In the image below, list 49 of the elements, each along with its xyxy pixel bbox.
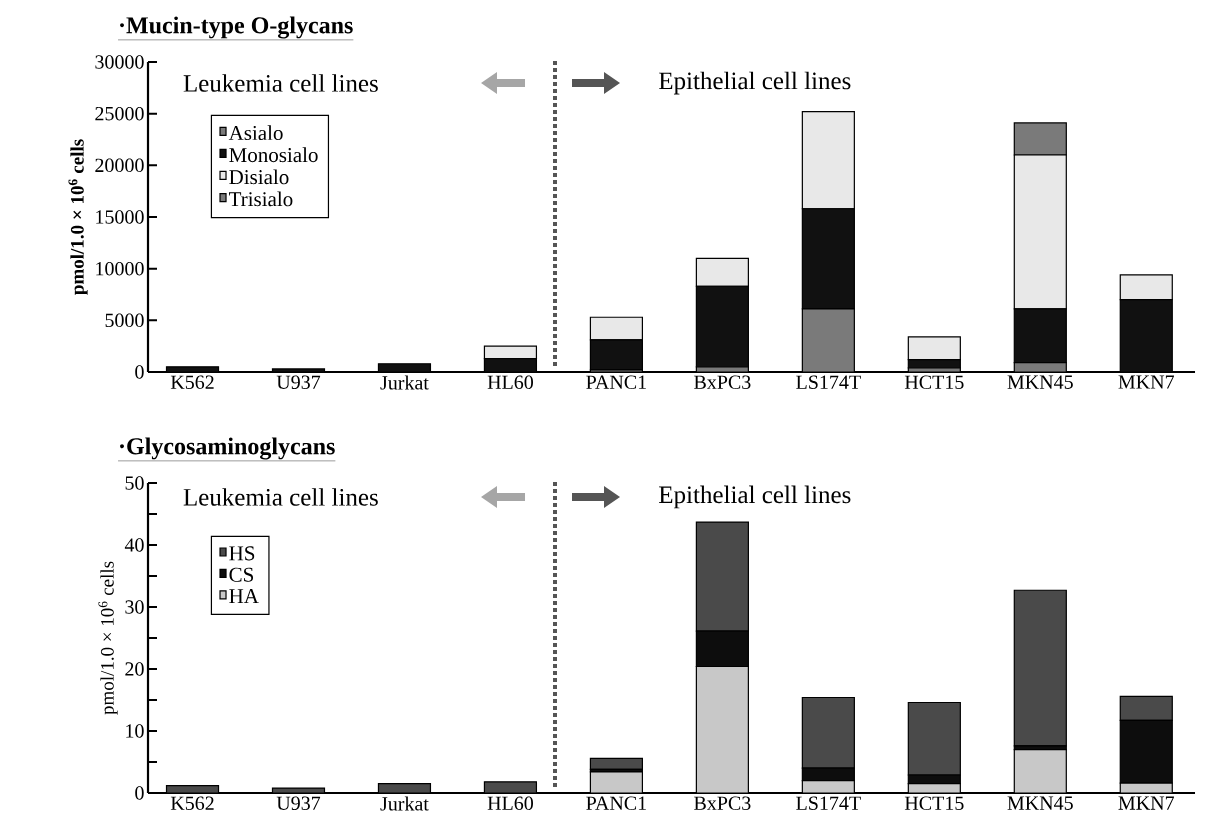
x-tick-label: BxPC3	[694, 796, 751, 810]
y-tick-label: 10	[126, 724, 144, 738]
x-tick-label: U937	[276, 796, 321, 810]
x-tick-label: MKN7	[1118, 796, 1175, 810]
x-tick-label: HCT15	[904, 375, 964, 389]
annotation: Epithelial cell lines	[659, 485, 851, 509]
y-tick-label: 5000	[105, 313, 144, 328]
x-tick-label: BxPC3	[694, 375, 751, 389]
y-tick-label: 30000	[95, 55, 144, 69]
y-tick-label: 40	[124, 538, 144, 552]
chart-title: ·Glycosaminoglycans	[120, 437, 335, 460]
x-tick-label: LS174T	[796, 375, 861, 389]
x-tick-label: LS174T	[796, 796, 861, 810]
y-tick-label: 30	[125, 600, 144, 614]
x-tick-label: K562	[170, 375, 214, 389]
annotation: Leukemia cell lines	[183, 488, 378, 506]
bar	[1013, 589, 1067, 747]
x-tick-label: HL60	[487, 796, 533, 811]
y-tick-label: 0	[135, 365, 144, 379]
chart-title: ·Mucin-type O-glycans	[120, 16, 353, 39]
y-tick-label: 20	[125, 662, 144, 676]
y-tick-label: 15000	[96, 210, 144, 224]
legend-label: CS	[229, 567, 254, 582]
x-tick-label: PANC1	[586, 375, 646, 389]
annotation: Epithelial cell lines	[659, 71, 851, 95]
y-tick-label: 20000	[95, 158, 144, 173]
x-tick-label: HL60	[487, 375, 533, 390]
x-tick-label: MKN45	[1007, 796, 1073, 810]
legend-label: Monosialo	[229, 147, 318, 163]
x-tick-label: U937	[276, 375, 321, 389]
y-axis-title: pmol/1.0 × 10$^{6}$ cells	[68, 139, 88, 295]
y-tick-label: 25000	[95, 106, 144, 121]
x-tick-label: Jurkat	[380, 796, 429, 811]
legend-label: Trisialo	[229, 191, 293, 207]
legend-label: Asialo	[228, 125, 283, 141]
x-tick-label: MKN45	[1007, 375, 1073, 389]
x-tick-label: Jurkat	[380, 375, 429, 390]
y-tick-label: 10000	[96, 261, 144, 276]
x-tick-label: MKN7	[1118, 375, 1175, 389]
legend-label: HA	[229, 589, 259, 603]
y-tick-label: 50	[125, 476, 144, 490]
legend-label: Disialo	[229, 169, 289, 185]
annotation: Leukemia cell lines	[183, 74, 378, 92]
y-axis-title: pmol/1.0 × 10$^{6}$ cells	[98, 561, 118, 715]
legend-label: HS	[229, 546, 255, 561]
y-tick-label: 0	[135, 786, 144, 800]
x-tick-label: PANC1	[586, 796, 646, 810]
x-tick-label: K562	[170, 796, 214, 810]
x-tick-label: HCT15	[904, 796, 964, 810]
